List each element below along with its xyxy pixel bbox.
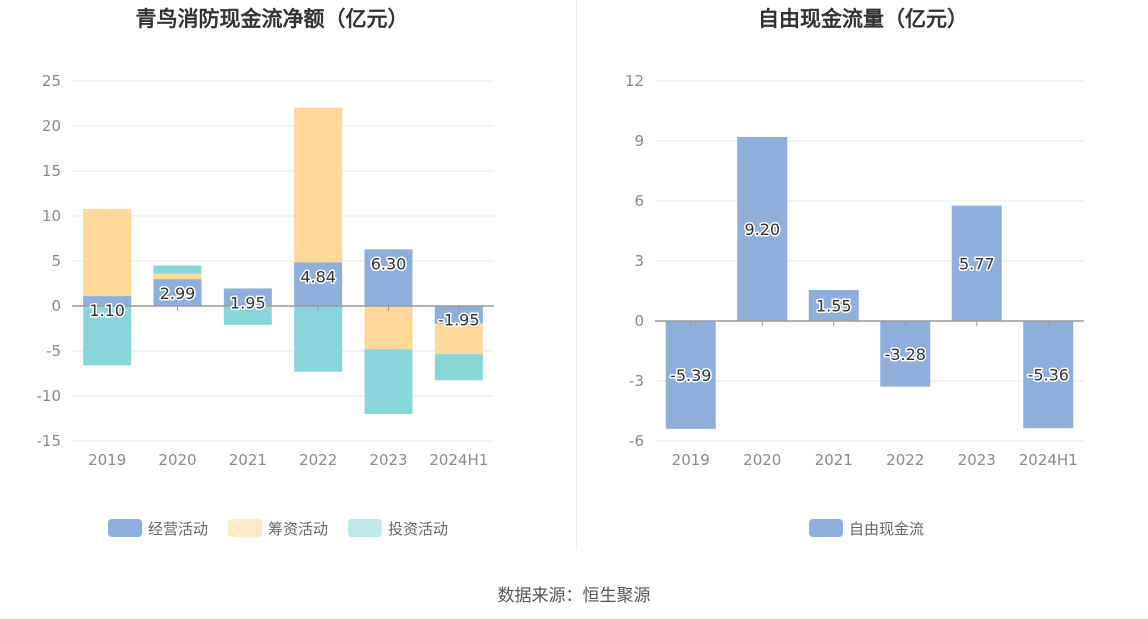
x-tick-label: 2021 [229, 451, 267, 469]
bar-financing [434, 323, 483, 355]
y-tick-label: 12 [625, 72, 644, 90]
bar-investing [83, 306, 132, 366]
bar-investing [364, 349, 413, 414]
bar-operating [223, 288, 272, 306]
y-tick-label: -15 [37, 432, 62, 450]
data-label: 9.20 [744, 220, 780, 239]
legend-label-investing: 投资活动 [388, 520, 448, 538]
x-tick-label: 2022 [886, 451, 924, 469]
bar-financing [83, 208, 132, 297]
chart-title: 自由现金流量（亿元） [758, 7, 968, 31]
legend-label-operating: 经营活动 [148, 520, 208, 538]
bar-financing [364, 306, 413, 350]
x-tick-label: 2024H1 [429, 451, 488, 469]
data-label: 1.10 [89, 301, 125, 320]
legend-swatch-free_cash_flow [809, 519, 843, 537]
bar-operating [83, 296, 132, 306]
x-tick-label: 2024H1 [1019, 451, 1078, 469]
x-tick-label: 2019 [672, 451, 710, 469]
x-tick-label: 2019 [88, 451, 126, 469]
data-label: -3.28 [885, 345, 926, 364]
x-tick-label: 2020 [158, 451, 196, 469]
data-label: -5.39 [670, 366, 711, 385]
x-tick-label: 2020 [743, 451, 781, 469]
panel-divider [576, 0, 577, 550]
legend-label-free_cash_flow: 自由现金流 [849, 520, 924, 538]
y-tick-label: 25 [42, 72, 61, 90]
y-tick-label: -6 [629, 432, 644, 450]
legend-label-financing: 筹资活动 [268, 520, 328, 538]
x-tick-label: 2021 [815, 451, 853, 469]
x-tick-label: 2023 [369, 451, 407, 469]
data-label: 4.84 [300, 267, 336, 286]
bar-operating [153, 279, 202, 306]
y-tick-label: -10 [37, 387, 62, 405]
bar-operating [364, 249, 413, 306]
bar-investing [223, 306, 272, 325]
legend-swatch-financing [228, 519, 262, 537]
y-tick-label: 6 [634, 192, 644, 210]
x-tick-label: 2023 [958, 451, 996, 469]
y-tick-label: 5 [51, 252, 61, 270]
legend-swatch-investing [348, 519, 382, 537]
data-label: -1.95 [438, 311, 479, 330]
bar-operating [294, 262, 343, 306]
y-tick-label: 15 [42, 162, 61, 180]
bar-free_cash_flow [808, 290, 859, 321]
y-tick-label: 0 [634, 312, 644, 330]
y-tick-label: 20 [42, 117, 61, 135]
charts-canvas: 青鸟消防现金流净额（亿元） -15 -10 -5 0 5 10 15 20 25 1.10 2.99 1… [37, 7, 1084, 538]
y-tick-label: 0 [51, 297, 61, 315]
y-tick-label: 9 [634, 132, 644, 150]
data-label: 2.99 [160, 284, 196, 303]
bar-free_cash_flow [880, 321, 931, 387]
bar-free_cash_flow [665, 321, 716, 429]
legend-swatch-operating [108, 519, 142, 537]
bar-free_cash_flow [1023, 321, 1074, 429]
bar-operating [434, 306, 483, 324]
data-label: 5.77 [959, 254, 995, 273]
bar-free_cash_flow [737, 137, 788, 321]
bar-investing [434, 354, 483, 381]
x-tick-label: 2022 [299, 451, 337, 469]
data-source-note: 数据来源：恒生聚源 [497, 586, 651, 606]
bar-financing [294, 107, 343, 263]
data-label: 6.30 [371, 254, 407, 273]
bar-investing [294, 306, 343, 372]
data-label: 1.95 [230, 293, 266, 312]
data-label: -5.36 [1028, 366, 1069, 385]
y-tick-label: -3 [629, 372, 644, 390]
y-tick-label: 10 [42, 207, 61, 225]
y-tick-label: 3 [634, 252, 644, 270]
y-tick-label: -5 [46, 342, 61, 360]
bar-financing [153, 273, 202, 280]
bar-free_cash_flow [951, 205, 1002, 321]
chart-title: 青鸟消防现金流净额（亿元） [136, 7, 409, 31]
bar-investing [153, 265, 202, 274]
data-label: 1.55 [816, 297, 852, 316]
